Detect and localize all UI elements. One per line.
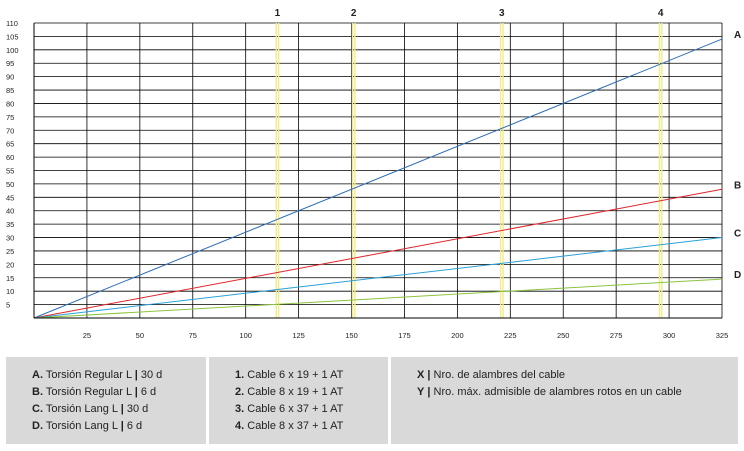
cable-markers: [275, 23, 663, 318]
y-tick-label: 30: [6, 234, 14, 243]
legend-separator: |: [134, 369, 138, 381]
legend-key: X: [417, 369, 425, 381]
legend-text: Cable 6 x 37 + 1 AT: [247, 403, 344, 415]
legend-key: Y: [417, 386, 425, 398]
x-tick-label: 150: [345, 331, 358, 340]
y-tick-label: 80: [6, 99, 14, 108]
legend-series-panel: A. Torsión Regular L | 30 d B. Torsión R…: [6, 357, 206, 444]
legend-key: 3.: [235, 403, 245, 415]
cable-marker-label: 1: [275, 8, 281, 19]
y-tick-label: 5: [6, 301, 10, 310]
y-tick-label: 65: [6, 140, 14, 149]
y-tick-label: 45: [6, 193, 14, 202]
y-tick-label: 20: [6, 260, 14, 269]
legend-value: 30 d: [126, 403, 149, 415]
y-tick-label: 10: [6, 287, 14, 296]
legend-separator: |: [427, 386, 431, 398]
y-tick-label: 110: [6, 19, 18, 28]
series-line: [33, 278, 723, 319]
y-tick-label: 35: [6, 220, 14, 229]
legend-cable-1: 1. Cable 6 x 19 + 1 AT: [235, 367, 376, 384]
legend-text: Nro. de alambres del cable: [433, 369, 566, 381]
legend-cable-2: 2. Cable 8 x 19 + 1 AT: [235, 384, 376, 401]
x-tick-label: 100: [239, 331, 252, 340]
x-tick-label: 175: [398, 331, 411, 340]
legend-text: Cable 8 x 37 + 1 AT: [247, 420, 344, 432]
legend-separator: |: [120, 420, 124, 432]
legend-cable-3: 3. Cable 6 x 37 + 1 AT: [235, 401, 376, 418]
cable-marker-label: 4: [658, 8, 664, 19]
legend-key: B.: [32, 386, 43, 398]
legend-key: 2.: [235, 386, 245, 398]
x-tick-label: 50: [136, 331, 144, 340]
legend-text: Torsión Lang L: [45, 420, 118, 432]
legend-text: Torsión Regular L: [45, 369, 132, 381]
legend-text: Cable 6 x 19 + 1 AT: [247, 369, 344, 381]
legend-axes-panel: X | Nro. de alambres del cable Y | Nro. …: [391, 357, 738, 444]
series-end-label: A: [734, 30, 741, 41]
legend-key: 1.: [235, 369, 245, 381]
legend-key: 4.: [235, 420, 245, 432]
x-tick-label: 200: [451, 331, 464, 340]
legend-separator: |: [134, 386, 138, 398]
cable-marker-label: 3: [499, 8, 505, 19]
y-tick-label: 85: [6, 86, 14, 95]
legend-text: Nro. máx. admisible de alambres rotos en…: [433, 386, 682, 398]
y-tick-label: 95: [6, 59, 14, 68]
x-tick-label: 75: [189, 331, 197, 340]
legend-series-c: C. Torsión Lang L | 30 d: [32, 401, 194, 418]
y-tick-label: 25: [6, 247, 14, 256]
y-tick-label: 15: [6, 274, 14, 283]
legend-key: D.: [32, 420, 43, 432]
tick-labels: 1 2 3 4 A B C D 25 50 75 100 125 150 175 200 225 250 275 30…: [6, 8, 741, 340]
legend-cable-4: 4. Cable 8 x 37 + 1 AT: [235, 418, 376, 435]
legend-key: C.: [32, 403, 43, 415]
x-tick-label: 25: [83, 331, 91, 340]
legend-series-d: D. Torsión Lang L | 6 d: [32, 418, 194, 435]
legend-text: Torsión Lang L: [45, 403, 118, 415]
x-tick-label: 225: [504, 331, 517, 340]
legend-key: A.: [32, 369, 43, 381]
legend-value: 6 d: [126, 420, 143, 432]
series-line: [33, 188, 723, 319]
x-tick-label: 125: [292, 331, 305, 340]
legend-series-a: A. Torsión Regular L | 30 d: [32, 367, 194, 384]
legend-cables-panel: 1. Cable 6 x 19 + 1 AT 2. Cable 8 x 19 +…: [209, 357, 388, 444]
series-line: [33, 38, 723, 319]
x-tick-label: 325: [716, 331, 729, 340]
y-tick-label: 55: [6, 167, 14, 176]
series-end-label: D: [734, 270, 741, 281]
legend-axis-y: Y | Nro. máx. admisible de alambres roto…: [417, 384, 726, 401]
legend-axis-x: X | Nro. de alambres del cable: [417, 367, 726, 384]
legend-separator: |: [427, 369, 431, 381]
chart-series: [33, 38, 723, 319]
x-tick-label: 250: [557, 331, 570, 340]
y-tick-label: 60: [6, 153, 14, 162]
y-tick-label: 100: [6, 46, 19, 55]
chart-axes: [33, 23, 722, 319]
legend-separator: |: [120, 403, 124, 415]
legend-value: 30 d: [140, 369, 163, 381]
legend-series-b: B. Torsión Regular L | 6 d: [32, 384, 194, 401]
y-tick-label: 90: [6, 73, 14, 82]
legend-text: Torsión Regular L: [45, 386, 132, 398]
series-end-label: B: [734, 180, 741, 191]
y-tick-label: 105: [6, 32, 19, 41]
x-tick-label: 300: [663, 331, 676, 340]
series-end-label: C: [734, 229, 741, 240]
legend-value: 6 d: [140, 386, 157, 398]
y-tick-label: 40: [6, 207, 14, 216]
legend-text: Cable 8 x 19 + 1 AT: [247, 386, 344, 398]
chart-grid: [34, 22, 723, 318]
series-line: [33, 237, 723, 319]
y-tick-label: 75: [6, 113, 14, 122]
cable-marker-label: 2: [351, 8, 357, 19]
y-tick-label: 70: [6, 126, 14, 135]
x-tick-label: 275: [610, 331, 623, 340]
y-tick-label: 50: [6, 180, 14, 189]
